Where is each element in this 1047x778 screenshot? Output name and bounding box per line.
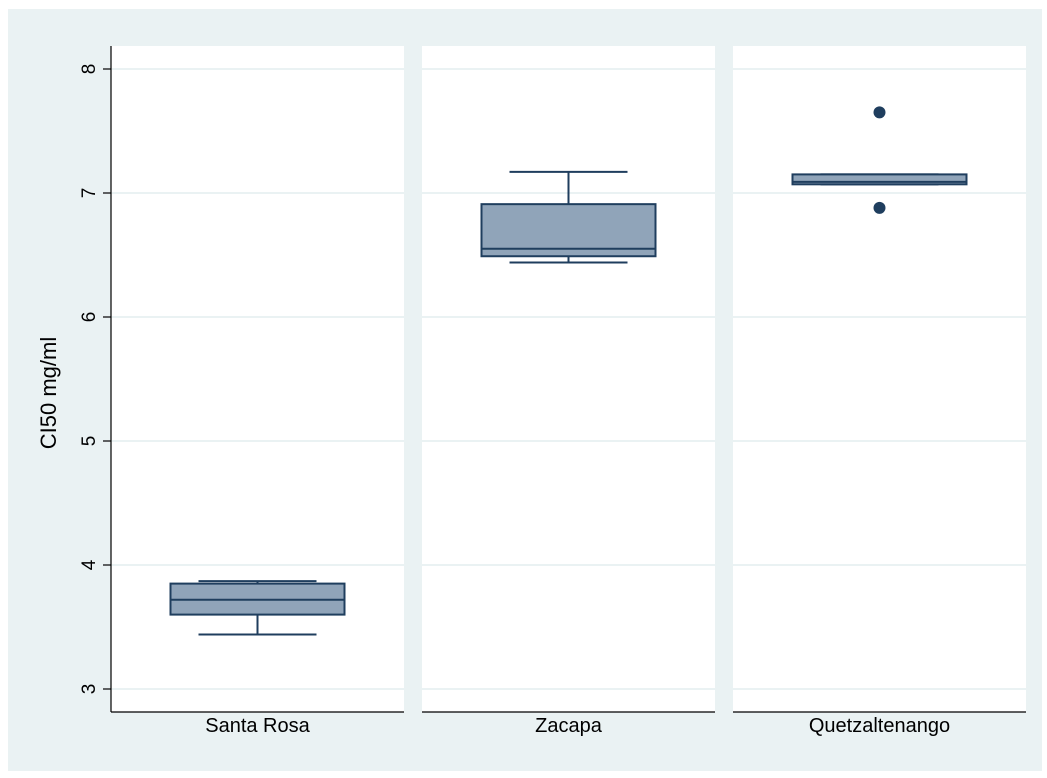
panel-santa-rosa: Santa Rosa: [111, 46, 404, 737]
panel-background: [422, 46, 715, 712]
y-tick-label: 5: [79, 436, 100, 447]
y-axis: 3 4 5 6 7 8: [79, 46, 112, 712]
panels-layer: Santa Rosa Zacapa Quetzaltenango: [111, 46, 1026, 737]
outlier-point: [873, 201, 886, 214]
iqr-box: [791, 173, 968, 186]
iqr-box: [480, 203, 657, 258]
outlier-point: [873, 106, 886, 119]
y-tick-label: 3: [79, 684, 100, 695]
panel-background: [733, 46, 1026, 712]
y-tick-label: 7: [79, 188, 100, 199]
category-label: Zacapa: [535, 715, 603, 737]
category-label: Quetzaltenango: [809, 715, 950, 737]
category-label: Santa Rosa: [205, 715, 310, 737]
panel-zacapa: Zacapa: [422, 46, 715, 737]
y-tick-label: 8: [79, 64, 100, 75]
panel-quetzaltenango: Quetzaltenango: [733, 46, 1026, 737]
y-tick-label: 6: [79, 312, 100, 323]
y-axis-label: CI50 mg/ml: [36, 337, 61, 449]
y-tick-label: 4: [79, 559, 100, 570]
